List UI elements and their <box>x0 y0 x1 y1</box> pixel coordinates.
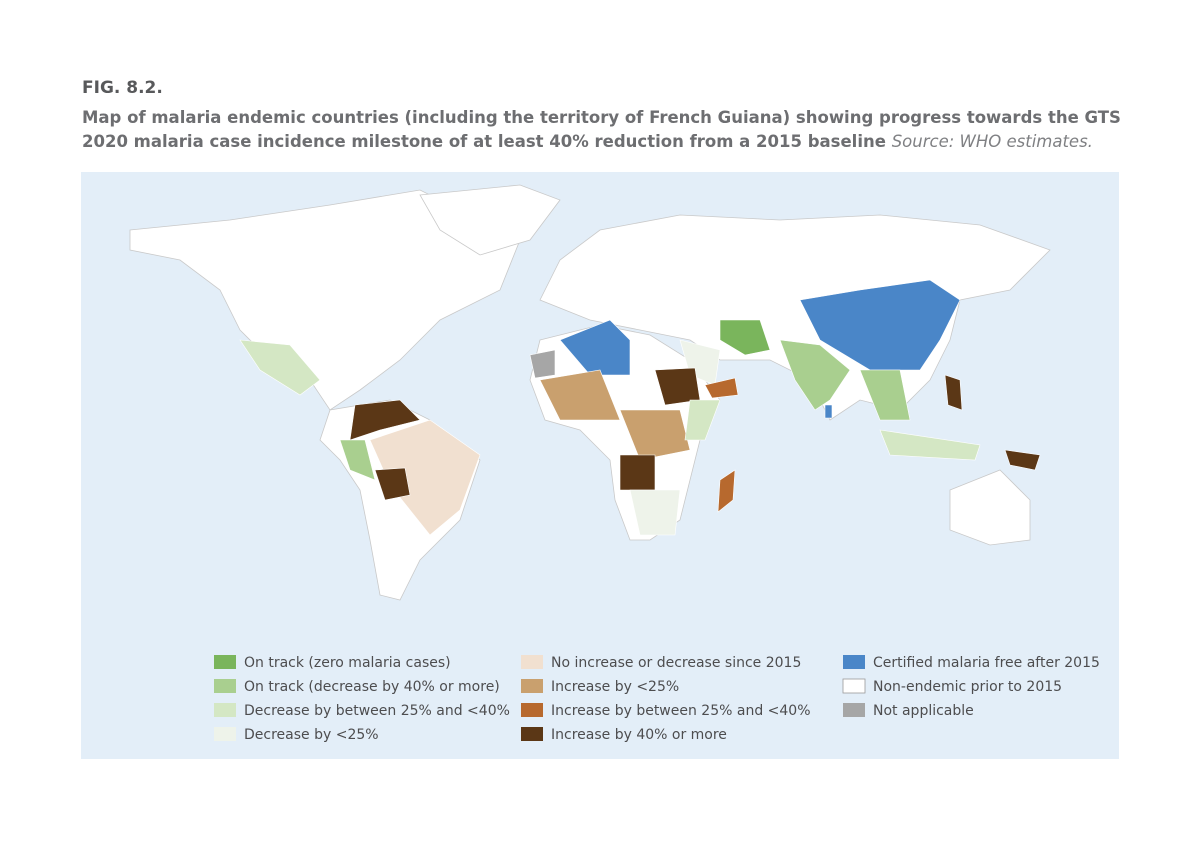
east-africa <box>684 399 721 441</box>
sri-lanka <box>824 404 833 419</box>
southern-africa <box>629 489 681 536</box>
legend-label: Not applicable <box>873 703 974 719</box>
algeria <box>559 319 631 376</box>
western-sahara <box>529 349 556 379</box>
southeast-asia <box>859 369 911 421</box>
figure-title-block: Map of malaria endemic countries (includ… <box>82 106 1127 154</box>
legend-swatch <box>521 703 543 717</box>
angola <box>619 454 656 491</box>
indonesia <box>879 429 981 461</box>
legend-swatch <box>214 679 236 693</box>
figure-source: Source: WHO estimates. <box>891 132 1093 151</box>
legend-swatch <box>521 679 543 693</box>
legend-swatch <box>842 678 866 694</box>
philippines <box>944 374 963 411</box>
madagascar <box>717 469 736 513</box>
legend-swatch <box>214 703 236 717</box>
greenland <box>419 184 561 256</box>
peru <box>339 439 376 481</box>
india <box>779 339 851 411</box>
legend-swatch <box>521 727 543 741</box>
legend-label: Decrease by <25% <box>244 727 379 743</box>
legend-label: On track (zero malaria cases) <box>244 655 451 671</box>
legend-swatch <box>843 655 865 669</box>
legend-swatch <box>214 655 236 669</box>
legend-swatch <box>843 703 865 717</box>
australia <box>949 469 1031 546</box>
legend: On track (zero malaria cases) On track (d… <box>214 655 1100 743</box>
legend-swatch <box>521 655 543 669</box>
yemen <box>704 377 739 399</box>
china <box>799 279 961 371</box>
venezuela <box>349 399 421 441</box>
legend-label: Increase by <25% <box>551 679 679 695</box>
papua-new-guinea <box>1004 449 1041 471</box>
legend-label: No increase or decrease since 2015 <box>551 655 801 671</box>
legend-label: Non-endemic prior to 2015 <box>873 679 1062 695</box>
figure-label: FIG. 8.2. <box>82 78 163 98</box>
west-africa <box>539 369 621 421</box>
legend-label: On track (decrease by 40% or more) <box>244 679 500 695</box>
mexico <box>239 339 321 396</box>
figure-title: Map of malaria endemic countries (includ… <box>82 108 1121 151</box>
legend-label: Certified malaria free after 2015 <box>873 655 1100 671</box>
countries <box>239 279 1041 536</box>
bolivia <box>374 467 411 501</box>
central-africa <box>619 409 691 461</box>
legend-label: Increase by 40% or more <box>551 727 727 743</box>
north-america <box>129 189 521 411</box>
legend-label: Decrease by between 25% and <40% <box>244 703 510 719</box>
legend-label: Increase by between 25% and <40% <box>551 703 811 719</box>
legend-swatch <box>214 727 236 741</box>
iran <box>719 319 771 356</box>
